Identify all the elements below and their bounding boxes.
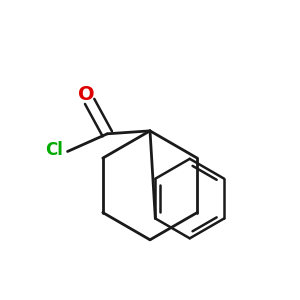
Text: Cl: Cl [45,141,63,159]
Text: O: O [78,85,94,104]
